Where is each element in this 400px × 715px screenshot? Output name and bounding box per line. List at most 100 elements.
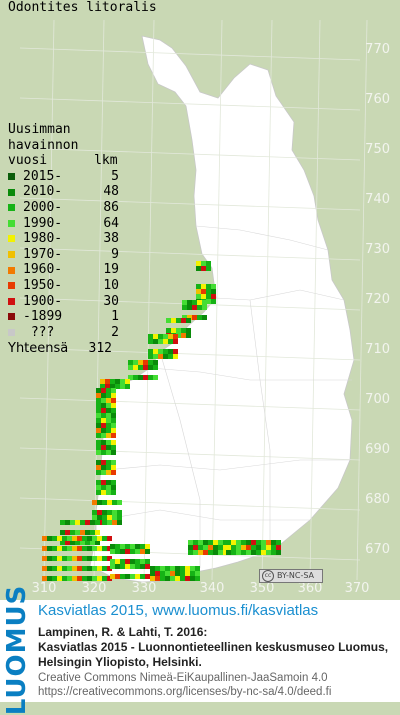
occurrence-square <box>42 536 47 541</box>
occurrence-square <box>96 413 101 418</box>
occurrence-square <box>57 576 62 581</box>
occurrence-square <box>173 334 178 339</box>
occurrence-square <box>158 334 163 339</box>
legend-swatch <box>8 251 15 259</box>
occurrence-square <box>145 574 150 579</box>
occurrence-square <box>236 545 241 550</box>
occurrence-square <box>62 546 67 551</box>
occurrence-square <box>96 433 101 438</box>
occurrence-square <box>92 510 97 515</box>
grid-y-label: 760 <box>365 92 390 107</box>
occurrence-square <box>201 284 206 289</box>
occurrence-square <box>197 315 202 320</box>
occurrence-square <box>190 566 195 571</box>
occurrence-square <box>163 339 168 344</box>
occurrence-square <box>173 349 178 354</box>
occurrence-square <box>140 559 145 564</box>
occurrence-square <box>155 571 160 576</box>
legend-label: -1899 <box>23 309 63 325</box>
occurrence-square <box>106 433 111 438</box>
occurrence-square <box>148 349 153 354</box>
occurrence-square <box>82 556 87 561</box>
legend-label: 1950- <box>23 277 63 293</box>
occurrence-square <box>155 576 160 581</box>
legend-count: 5 <box>111 168 119 184</box>
occurrence-square <box>196 266 201 271</box>
grid-x-label: 360 <box>297 581 323 596</box>
occurrence-square <box>111 485 116 490</box>
occurrence-square <box>72 566 77 571</box>
occurrence-square <box>111 433 116 438</box>
occurrence-square <box>213 540 218 545</box>
legend-label: 1980- <box>23 231 63 247</box>
occurrence-square <box>206 284 211 289</box>
occurrence-square <box>125 574 130 579</box>
occurrence-square <box>202 300 207 305</box>
occurrence-square <box>231 540 236 545</box>
occurrence-square <box>195 576 200 581</box>
occurrence-square <box>106 460 111 465</box>
occurrence-square <box>153 349 158 354</box>
occurrence-square <box>218 545 223 550</box>
occurrence-square <box>188 550 193 555</box>
legend-row: -1899 1 <box>8 309 119 325</box>
occurrence-square <box>271 540 276 545</box>
occurrence-square <box>111 445 116 450</box>
occurrence-square <box>256 540 261 545</box>
occurrence-square <box>110 379 115 384</box>
occurrence-square <box>100 379 105 384</box>
occurrence-square <box>211 299 216 304</box>
atlas-link[interactable]: Kasviatlas 2015, www.luomus.fi/kasviatla… <box>38 602 319 619</box>
legend-heading-line: vuosi lkm <box>8 153 118 169</box>
occurrence-square <box>153 365 158 370</box>
occurrence-square <box>72 546 77 551</box>
occurrence-square <box>165 576 170 581</box>
occurrence-square <box>101 433 106 438</box>
occurrence-square <box>110 564 115 569</box>
occurrence-square <box>261 540 266 545</box>
occurrence-square <box>96 408 101 413</box>
occurrence-square <box>206 289 211 294</box>
occurrence-square <box>133 365 138 370</box>
occurrence-square <box>166 328 171 333</box>
occurrence-square <box>87 536 92 541</box>
occurrence-square <box>102 546 107 551</box>
occurrence-square <box>101 398 106 403</box>
occurrence-square <box>153 339 158 344</box>
occurrence-square <box>120 559 125 564</box>
occurrence-square <box>176 333 181 338</box>
occurrence-square <box>120 564 125 569</box>
occurrence-square <box>148 360 153 365</box>
occurrence-square <box>82 536 87 541</box>
occurrence-square <box>105 379 110 384</box>
occurrence-square <box>145 559 150 564</box>
legend: Uusimman havainnon vuosi lkm 2015- 5 2010… <box>8 122 119 357</box>
occurrence-square <box>85 520 90 525</box>
occurrence-square <box>85 540 90 545</box>
occurrence-square <box>115 549 120 554</box>
occurrence-square <box>70 540 75 545</box>
legend-count: 2 <box>111 324 119 340</box>
occurrence-square <box>186 318 191 323</box>
license-url[interactable]: https://creativecommons.org/licenses/by-… <box>38 686 332 698</box>
occurrence-square <box>180 571 185 576</box>
occurrence-square <box>111 490 116 495</box>
occurrence-square <box>208 545 213 550</box>
occurrence-square <box>82 546 87 551</box>
occurrence-square <box>182 300 187 305</box>
occurrence-square <box>195 566 200 571</box>
occurrence-square <box>192 315 197 320</box>
legend-swatch <box>8 313 15 321</box>
occurrence-square <box>190 571 195 576</box>
occurrence-square <box>62 536 67 541</box>
occurrence-square <box>106 413 111 418</box>
cc-license-badge[interactable]: cc BY-NC-SA <box>259 569 323 583</box>
legend-label: 1960- <box>23 262 63 278</box>
occurrence-square <box>102 556 107 561</box>
occurrence-square <box>153 360 158 365</box>
legend-heading-line: havainnon <box>8 137 79 153</box>
legend-count: 1 <box>111 309 119 325</box>
occurrence-square <box>145 549 150 554</box>
grid-y-label: 680 <box>365 492 390 507</box>
occurrence-square <box>140 544 145 549</box>
